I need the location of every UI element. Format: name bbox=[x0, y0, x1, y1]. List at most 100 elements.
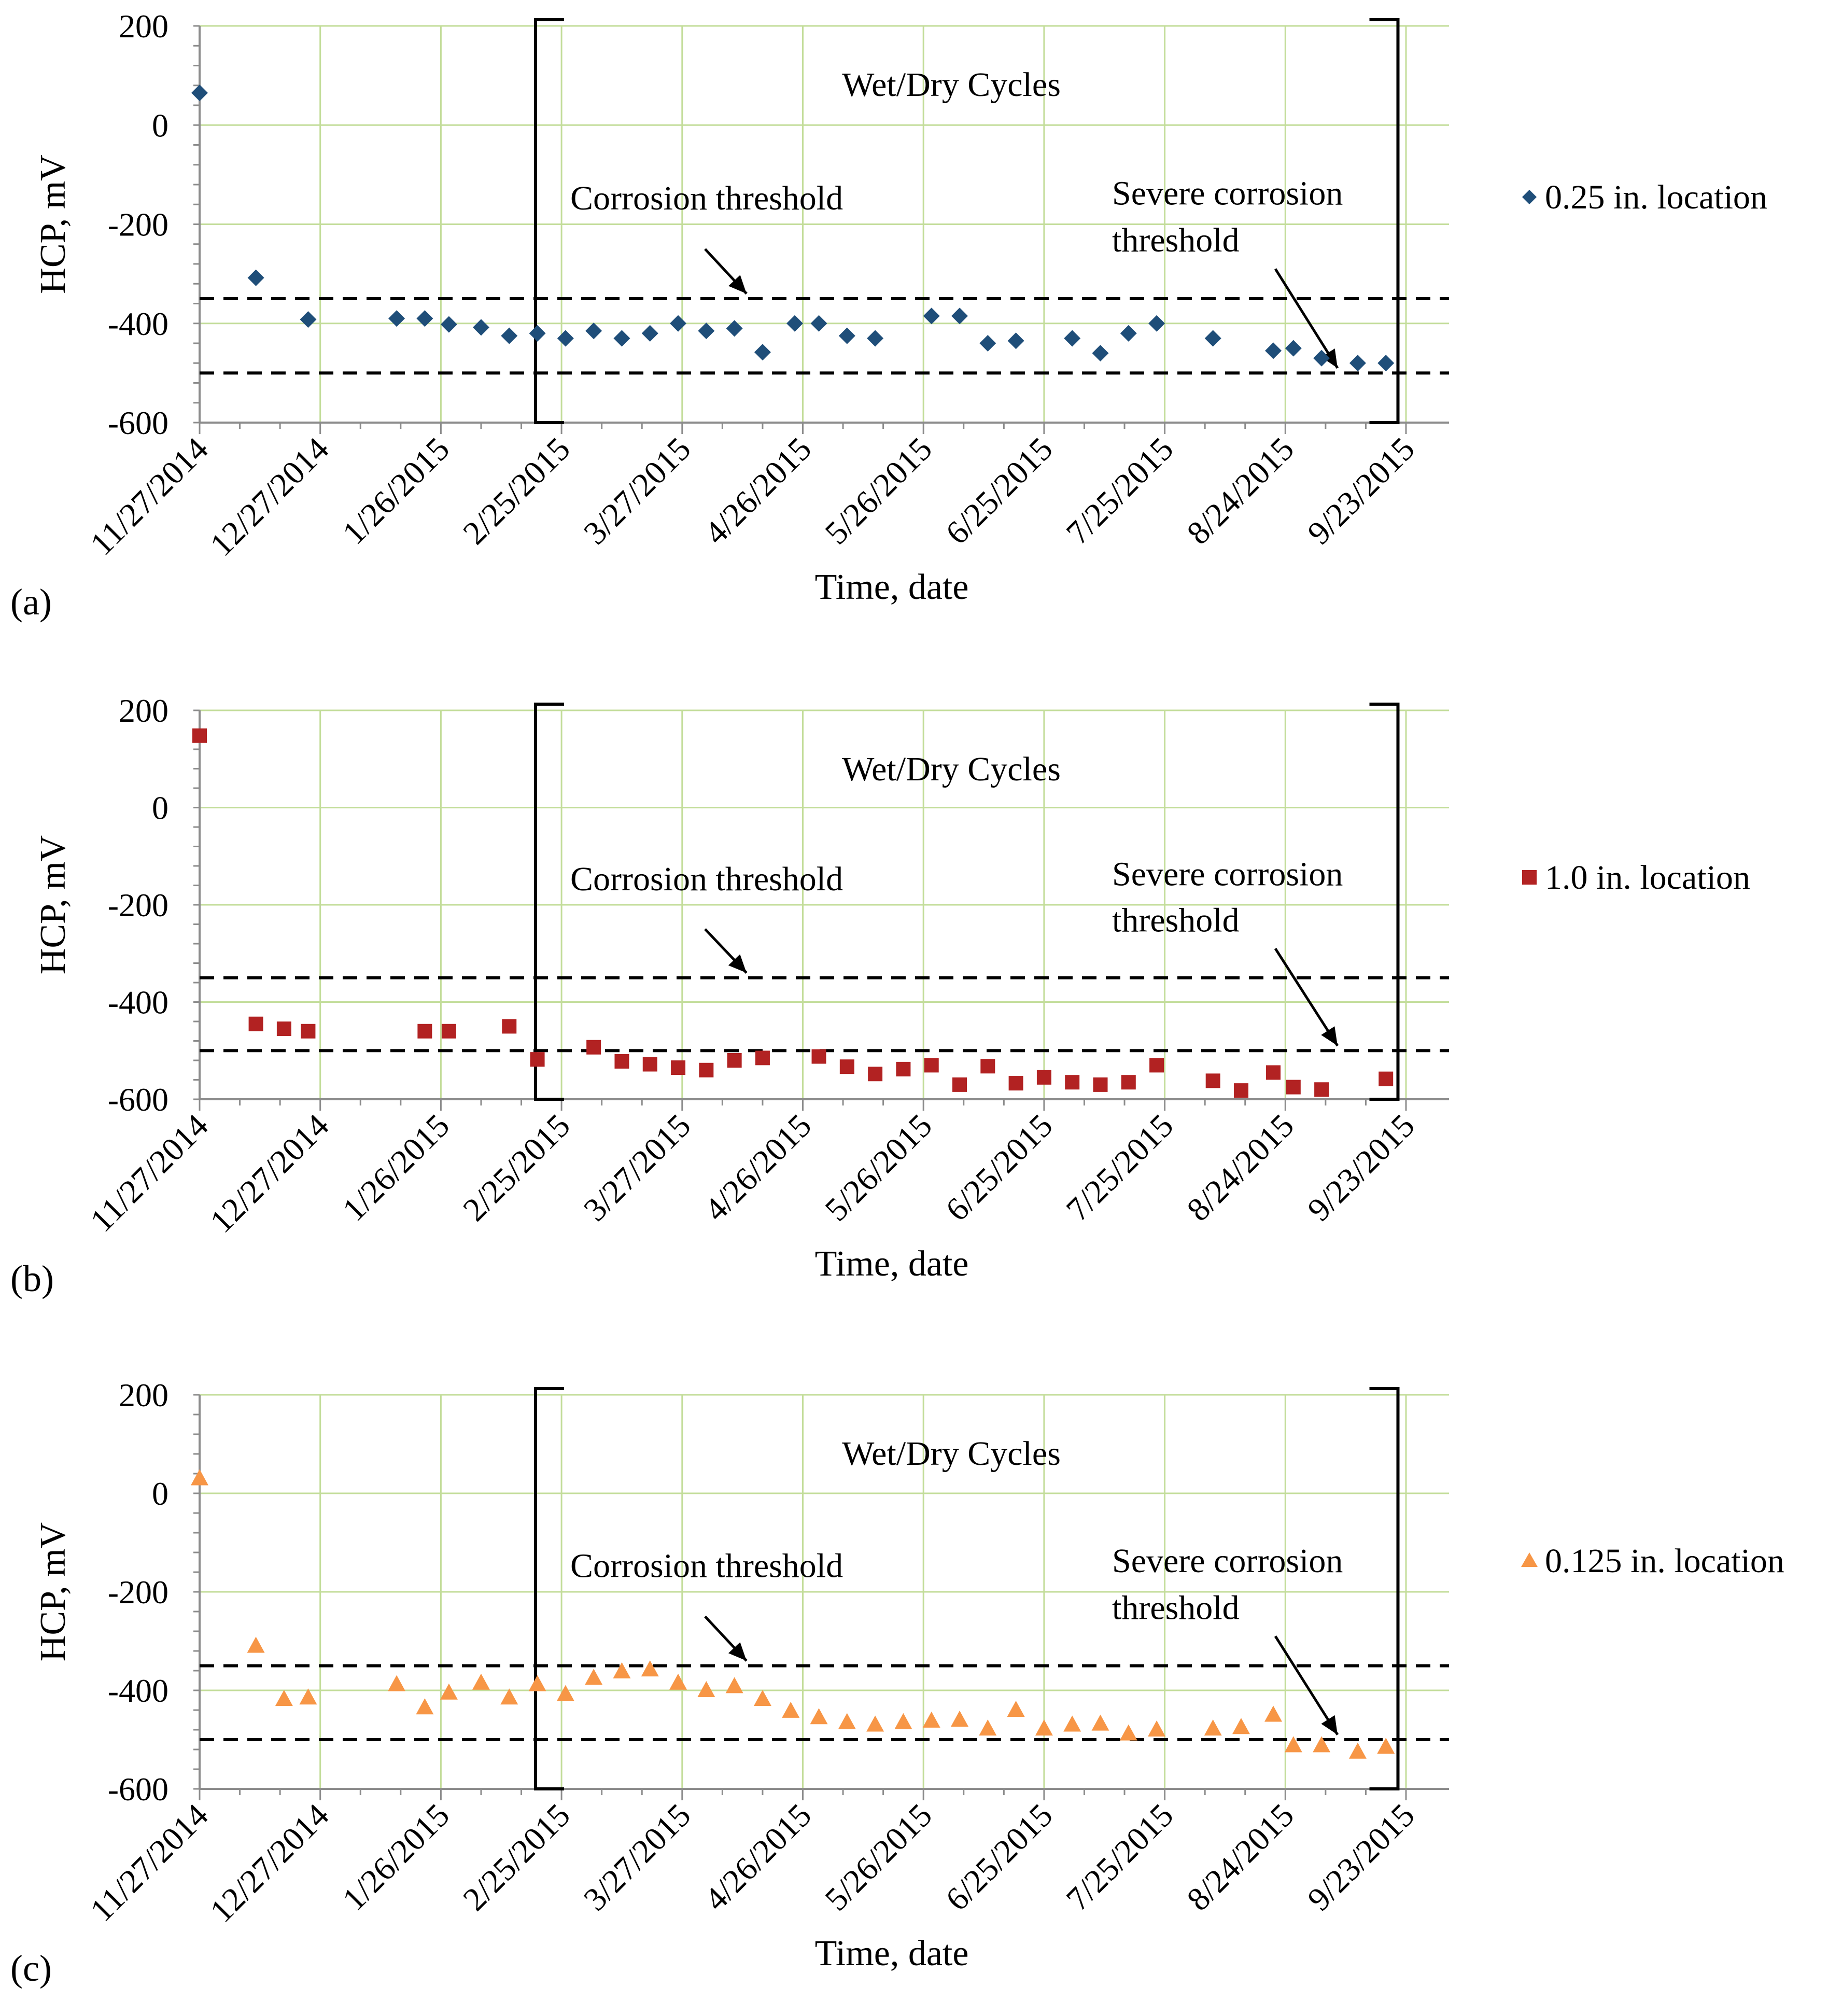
data-point bbox=[727, 1053, 742, 1068]
data-point bbox=[1036, 1070, 1051, 1085]
wet-dry-label: Wet/Dry Cycles bbox=[842, 750, 1061, 788]
data-point bbox=[726, 320, 743, 337]
data-point bbox=[1120, 325, 1137, 342]
data-point bbox=[1377, 355, 1395, 372]
data-point bbox=[416, 1698, 434, 1715]
y-tick-label: -200 bbox=[108, 206, 168, 243]
x-tick-label: 2/25/2015 bbox=[456, 1107, 577, 1228]
data-point bbox=[191, 85, 208, 102]
data-point bbox=[1091, 1714, 1109, 1731]
chart-panel-3: 200 0 -200 -400 -60011/27/201412/27/20141/26… bbox=[10, 1377, 1784, 1989]
data-point bbox=[501, 327, 518, 344]
data-point bbox=[868, 1067, 883, 1082]
severe-corrosion-label-line1: Severe corrosion bbox=[1112, 856, 1343, 893]
data-point bbox=[299, 1688, 317, 1705]
data-point bbox=[1035, 1719, 1053, 1736]
data-point bbox=[698, 323, 715, 340]
data-point bbox=[1284, 1736, 1302, 1753]
data-point bbox=[1007, 1701, 1025, 1717]
data-point bbox=[725, 1677, 743, 1693]
x-tick-label: 11/27/2014 bbox=[83, 430, 215, 563]
wet-dry-bracket-left bbox=[534, 703, 565, 1101]
y-tick-label: 0 bbox=[152, 790, 168, 827]
x-tick-label: 12/27/2014 bbox=[203, 1797, 335, 1929]
severe-corrosion-arrow bbox=[1274, 948, 1339, 1047]
data-point bbox=[894, 1713, 912, 1729]
data-point bbox=[192, 728, 207, 743]
data-point bbox=[924, 1058, 939, 1073]
panel-label: (c) bbox=[10, 1948, 52, 1989]
x-tick-label: 11/27/2014 bbox=[83, 1797, 215, 1929]
x-tick-label: 9/23/2015 bbox=[1300, 1107, 1422, 1228]
corrosion-threshold-label: Corrosion threshold bbox=[570, 860, 843, 898]
x-tick-label: 7/25/2015 bbox=[1059, 1797, 1180, 1918]
data-point bbox=[529, 325, 546, 342]
legend-label: 1.0 in. location bbox=[1545, 859, 1750, 897]
data-point bbox=[1377, 1738, 1395, 1754]
data-point bbox=[1232, 1718, 1250, 1734]
severe-corrosion-label-line2: threshold bbox=[1112, 902, 1240, 940]
data-point bbox=[502, 1019, 517, 1034]
data-point bbox=[1313, 349, 1330, 367]
data-point bbox=[782, 1701, 800, 1718]
data-point bbox=[247, 1636, 265, 1653]
severe-corrosion-label-line2: threshold bbox=[1112, 1589, 1240, 1627]
data-point bbox=[1064, 330, 1081, 347]
data-point bbox=[866, 1715, 884, 1732]
x-tick-label: 8/24/2015 bbox=[1179, 430, 1301, 552]
x-tick-label: 1/26/2015 bbox=[335, 430, 457, 552]
data-point bbox=[300, 311, 317, 328]
y-tick-label: -400 bbox=[108, 305, 168, 342]
data-point bbox=[810, 1708, 828, 1725]
x-tick-label: 1/26/2015 bbox=[335, 1797, 457, 1918]
y-tick-label: -400 bbox=[108, 1672, 168, 1709]
y-axis-title: HCP, mV bbox=[33, 1522, 73, 1661]
legend-marker bbox=[1522, 870, 1537, 885]
chart-panel-2: 200 0 -200 -400 -60011/27/201412/27/20141/26… bbox=[10, 692, 1750, 1299]
data-point bbox=[1119, 1724, 1137, 1741]
data-point bbox=[441, 1024, 456, 1039]
data-point bbox=[951, 307, 968, 325]
wet-dry-bracket-right bbox=[1369, 703, 1400, 1101]
data-point bbox=[896, 1061, 911, 1076]
y-tick-label: 200 bbox=[119, 8, 168, 45]
corrosion-threshold-label: Corrosion threshold bbox=[570, 1547, 843, 1585]
data-point bbox=[613, 1662, 631, 1678]
data-point bbox=[867, 330, 884, 347]
data-point bbox=[811, 1049, 826, 1064]
x-tick-label: 6/25/2015 bbox=[938, 1797, 1060, 1918]
data-point bbox=[417, 1024, 432, 1039]
data-point bbox=[1092, 345, 1109, 362]
data-point bbox=[753, 1690, 771, 1706]
x-tick-label: 5/26/2015 bbox=[818, 1107, 939, 1228]
data-point bbox=[1286, 1080, 1301, 1095]
x-tick-label: 4/26/2015 bbox=[697, 1797, 819, 1918]
x-tick-label: 6/25/2015 bbox=[938, 430, 1060, 552]
x-tick-label: 2/25/2015 bbox=[456, 430, 577, 552]
x-axis-title: Time, date bbox=[815, 1934, 969, 1973]
data-point bbox=[1379, 1071, 1394, 1086]
data-point bbox=[642, 1057, 657, 1072]
x-tick-label: 3/27/2015 bbox=[576, 1107, 698, 1228]
data-point bbox=[472, 1673, 490, 1690]
corrosion-threshold-label: Corrosion threshold bbox=[570, 179, 843, 217]
x-tick-label: 3/27/2015 bbox=[576, 1797, 698, 1918]
panel-label: (a) bbox=[10, 581, 52, 623]
x-tick-label: 5/26/2015 bbox=[818, 1797, 939, 1918]
wet-dry-bracket-right bbox=[1369, 18, 1400, 424]
data-point bbox=[1121, 1075, 1136, 1090]
y-tick-label: 200 bbox=[119, 1377, 168, 1413]
data-point bbox=[1314, 1082, 1329, 1097]
data-point bbox=[1264, 1705, 1283, 1722]
data-point bbox=[585, 323, 602, 340]
data-point bbox=[1148, 315, 1165, 332]
data-point bbox=[755, 1051, 770, 1066]
legend-label: 0.25 in. location bbox=[1545, 178, 1767, 216]
data-point bbox=[951, 1711, 969, 1727]
data-point bbox=[1148, 1720, 1166, 1737]
data-point bbox=[1093, 1077, 1108, 1092]
x-tick-label: 6/25/2015 bbox=[938, 1107, 1060, 1228]
data-point bbox=[1233, 1083, 1248, 1098]
severe-corrosion-arrow-head bbox=[1321, 1715, 1338, 1735]
data-point bbox=[557, 330, 574, 347]
